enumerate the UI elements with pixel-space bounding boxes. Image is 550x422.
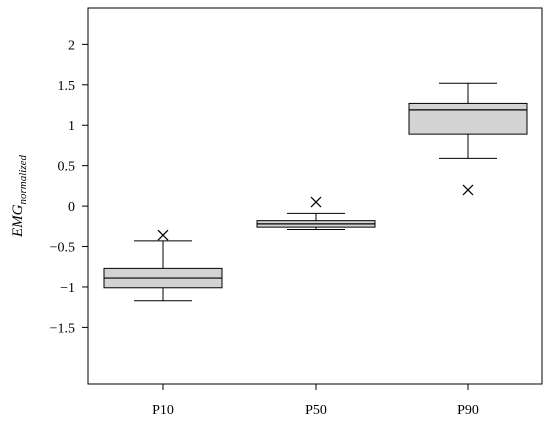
y-tick-label: −1 — [60, 281, 75, 296]
box-p50 — [256, 196, 376, 231]
y-axis-label-main: EMG — [10, 204, 26, 238]
outlier-marker — [462, 184, 474, 196]
y-tick-label: −1.5 — [50, 321, 75, 336]
outlier-marker — [310, 196, 322, 208]
y-tick-label: −0.5 — [50, 241, 75, 256]
x-tick-label: P50 — [305, 403, 327, 418]
y-tick-label: 1.5 — [58, 79, 76, 94]
y-tick-label: 0.5 — [58, 160, 76, 175]
y-axis: −1.5 −1 −0.5 0 0.5 1 1.5 2 — [50, 38, 88, 336]
box-p90 — [408, 82, 528, 196]
plot-frame — [87, 7, 543, 385]
x-axis: P10 P50 P90 — [152, 384, 479, 418]
y-tick-label: 0 — [68, 200, 75, 215]
y-axis-label-subscript: normalized — [17, 155, 29, 205]
x-tick-label: P90 — [457, 403, 479, 418]
outlier-marker — [157, 229, 169, 241]
x-tick-label: P10 — [152, 403, 174, 418]
y-tick-label: 1 — [68, 119, 75, 134]
y-axis-label: EMGnormalized — [10, 155, 29, 239]
iqr-box — [408, 102, 528, 135]
boxes — [103, 82, 528, 302]
box-p10 — [103, 229, 223, 302]
y-tick-label: 2 — [68, 38, 75, 53]
